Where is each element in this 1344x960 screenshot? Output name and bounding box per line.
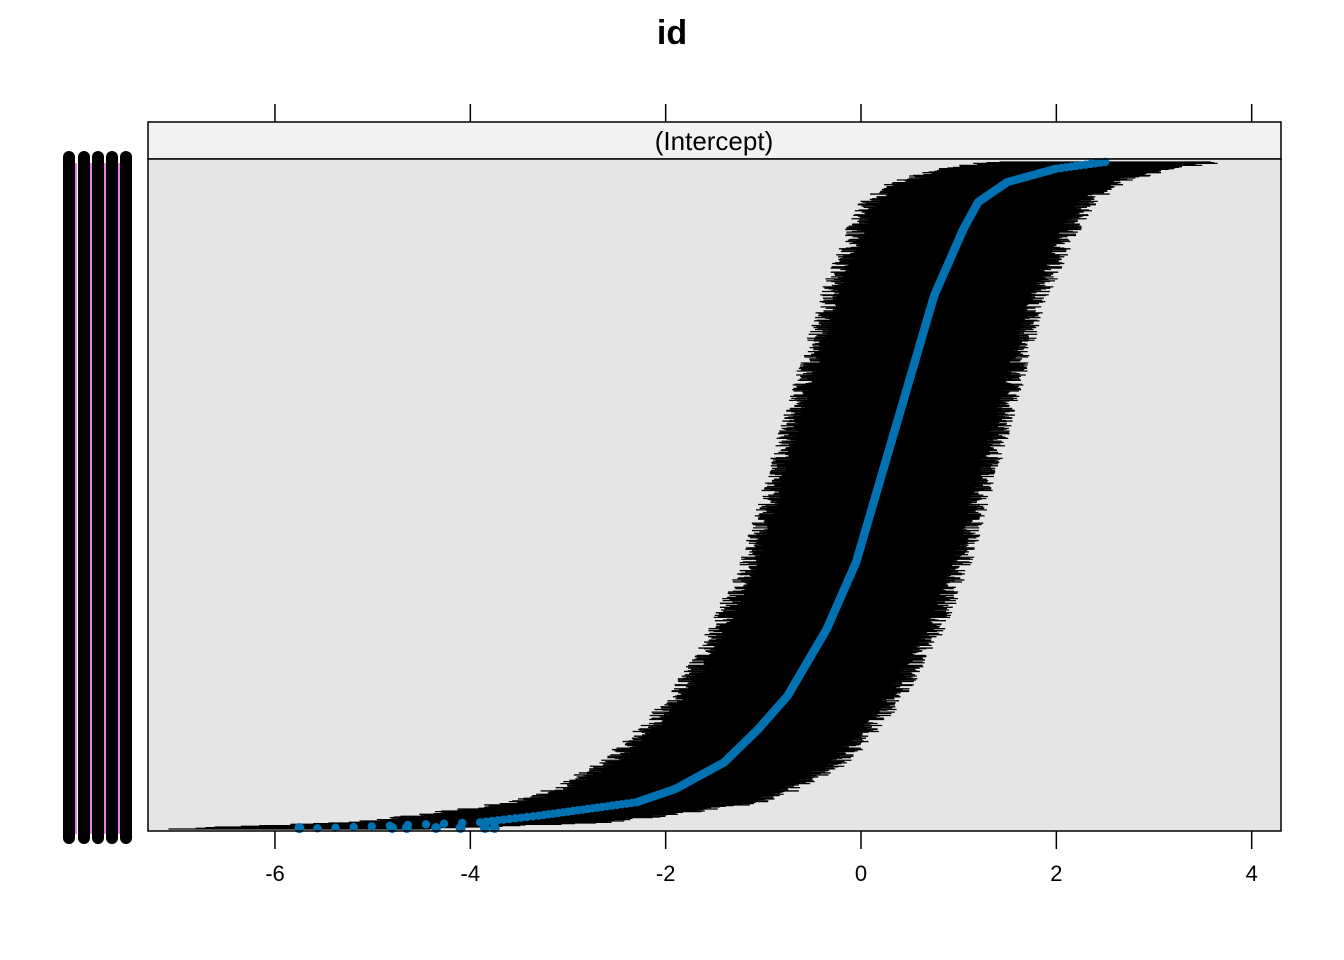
chart-title: id: [657, 14, 687, 52]
x-tick-label: -6: [265, 861, 285, 886]
estimate-point: [367, 822, 376, 831]
estimate-point: [331, 823, 340, 832]
x-tick-label: 2: [1050, 861, 1062, 886]
y-axis-level-ticks: [63, 151, 132, 844]
x-tick-label: -4: [461, 861, 481, 886]
estimate-point: [1100, 157, 1110, 167]
estimate-point: [439, 819, 449, 828]
estimate-points: [294, 157, 1110, 834]
x-tick-label: 4: [1246, 861, 1258, 886]
x-tick-label: 0: [855, 861, 867, 886]
panel-strip-label: (Intercept): [655, 126, 774, 156]
top-axis: [274, 104, 1253, 122]
bottom-axis: -6 -4 -2 0 2 4: [265, 831, 1258, 886]
estimate-point: [349, 822, 358, 832]
estimate-point: [421, 820, 431, 829]
x-tick-label: -2: [656, 861, 676, 886]
plot-panel-border: [147, 158, 1282, 832]
